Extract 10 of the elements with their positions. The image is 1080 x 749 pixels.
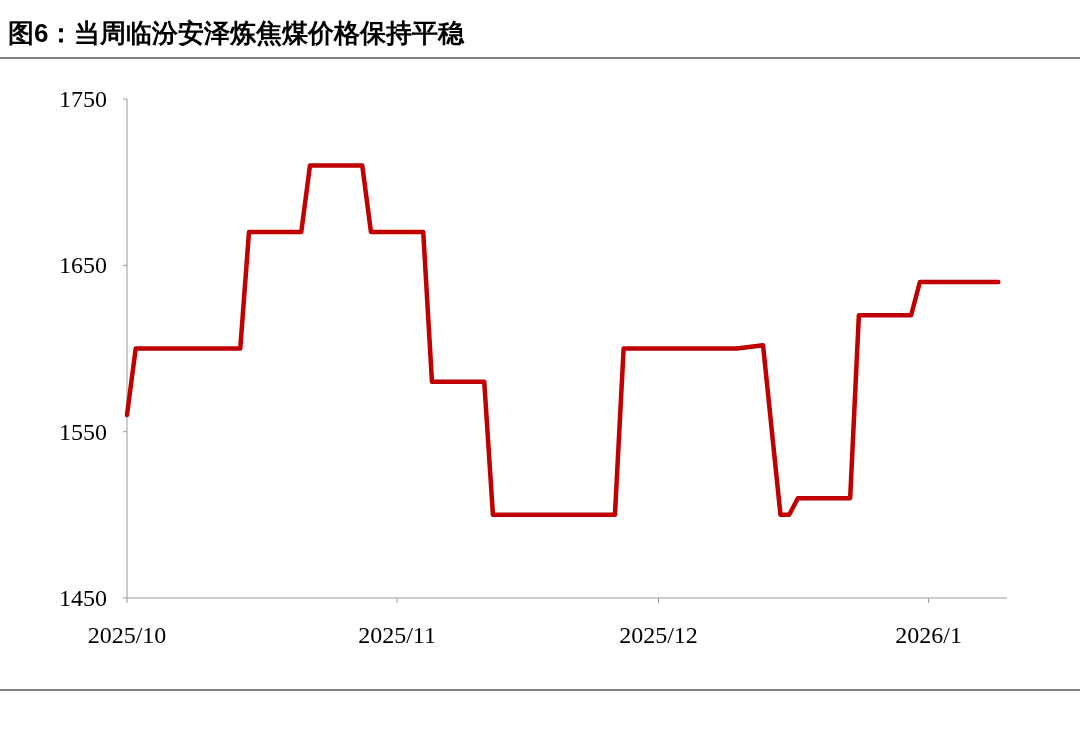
y-tick-label: 1750	[59, 86, 107, 112]
y-tick-label: 1450	[59, 585, 107, 611]
x-tick-label: 2025/10	[87, 622, 167, 648]
x-tick-label: 2025/12	[619, 622, 698, 648]
y-tick-label: 1650	[59, 252, 107, 279]
x-tick-label: 2025/11	[358, 622, 436, 648]
chart-title: 图6：当周临汾安泽炼焦煤价格保持平稳	[8, 18, 466, 48]
y-tick-label: 1550	[59, 418, 107, 445]
x-tick-label: 2026/1	[895, 622, 962, 648]
line-series	[124, 163, 1001, 518]
